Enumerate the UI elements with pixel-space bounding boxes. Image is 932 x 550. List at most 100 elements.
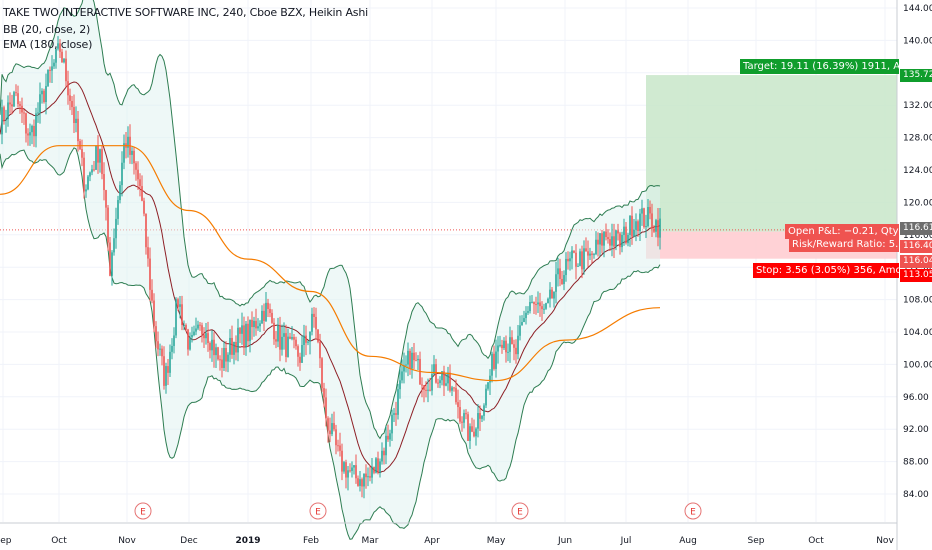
earnings-event-icon[interactable]: E: [684, 502, 702, 520]
candle-body: [399, 380, 401, 390]
candle-body: [245, 323, 247, 348]
y-tick-label: 84.00: [903, 490, 929, 500]
candle-body: [13, 92, 15, 107]
candle-body: [109, 242, 111, 276]
candle-body: [513, 344, 515, 348]
candle-body: [295, 339, 297, 347]
candle-body: [333, 423, 335, 430]
risk-reward-label[interactable]: Risk/Reward Ratio: 5.37: [789, 237, 899, 252]
candle-body: [469, 426, 471, 441]
candle-body: [21, 105, 23, 113]
candle-body: [385, 435, 387, 456]
y-tick-label: 116.00: [903, 231, 932, 241]
candle-body: [211, 339, 213, 351]
x-tick-label: Nov: [118, 536, 136, 546]
candle-body: [631, 215, 633, 237]
candle-body: [321, 358, 323, 389]
candle-body: [401, 371, 403, 381]
candle-body: [261, 310, 263, 324]
candle-body: [435, 364, 437, 383]
bb-legend[interactable]: BB (20, close, 2): [3, 23, 91, 36]
candle-body: [37, 112, 39, 114]
candle-body: [219, 359, 221, 361]
candle-body: [541, 306, 543, 310]
candle-body: [43, 90, 45, 103]
candle-body: [157, 341, 159, 350]
candle-body: [277, 324, 279, 342]
candle-body: [283, 333, 285, 337]
candle-body: [643, 208, 645, 228]
y-tick-label: 108.00: [903, 296, 932, 306]
candle-body: [355, 465, 357, 479]
candle-body: [353, 465, 355, 468]
candle-body: [465, 413, 467, 415]
candle-body: [53, 62, 55, 67]
candle-body: [267, 302, 269, 309]
bollinger-bands: [0, 0, 661, 540]
x-tick-label: Jul: [620, 536, 632, 546]
candle-body: [505, 340, 507, 353]
candle-body: [15, 92, 17, 94]
stop-label[interactable]: Stop: 3.56 (3.05%) 356, Amoun: [753, 263, 899, 278]
candle-body: [361, 479, 363, 487]
candle-body: [457, 402, 459, 408]
candle-body: [149, 258, 151, 290]
candle-body: [159, 348, 161, 350]
candle-body: [623, 226, 625, 235]
candle-body: [531, 301, 533, 303]
candle-body: [305, 335, 307, 343]
candle-body: [329, 430, 331, 435]
candle-body: [535, 304, 537, 306]
candle-body: [501, 344, 503, 349]
candle-body: [151, 289, 153, 301]
target-price-tag: 135.72: [900, 69, 932, 82]
target-label[interactable]: Target: 19.11 (16.39%) 1911, Amou: [740, 59, 899, 74]
candle-body: [659, 218, 661, 238]
y-tick-label: 132.00: [903, 101, 932, 111]
candle-body: [543, 308, 545, 310]
candle-body: [143, 200, 145, 214]
earnings-event-label: E: [315, 508, 321, 518]
x-tick-label: Oct: [808, 536, 824, 546]
candle-body: [89, 172, 91, 177]
candle-body: [59, 43, 61, 52]
earnings-event-icon[interactable]: E: [134, 502, 152, 520]
candle-body: [557, 268, 559, 275]
candle-body: [471, 426, 473, 432]
earnings-event-label: E: [140, 508, 146, 518]
candle-body: [605, 231, 607, 238]
candle-body: [231, 337, 233, 355]
candle-body: [169, 351, 171, 373]
candle-body: [137, 169, 139, 180]
candle-body: [213, 339, 215, 356]
candle-body: [503, 340, 505, 349]
candle-body: [647, 207, 649, 227]
candle-body: [77, 118, 79, 142]
earnings-event-icon[interactable]: E: [309, 502, 327, 520]
open-pnl-label[interactable]: Open P&L: −0.21, Qty: 7: [785, 224, 899, 239]
candle-body: [341, 450, 343, 472]
candle-body: [343, 462, 345, 472]
candle-body: [317, 329, 319, 342]
candle-body: [483, 405, 485, 416]
candle-body: [189, 337, 191, 350]
candle-body: [41, 90, 43, 95]
candle-body: [559, 268, 561, 279]
candle-body: [31, 125, 33, 133]
candle-body: [63, 58, 65, 63]
y-tick-label: 128.00: [903, 134, 932, 144]
candle-body: [25, 113, 27, 134]
candle-body: [247, 323, 249, 342]
ema-legend[interactable]: EMA (180, close): [3, 38, 93, 51]
candle-body: [243, 325, 245, 348]
candle-body: [645, 226, 647, 228]
candle-body: [265, 302, 267, 321]
candle-body: [251, 319, 253, 328]
candle-body: [349, 470, 351, 472]
chart-title[interactable]: TAKE TWO INTERACTIVE SOFTWARE INC, 240, …: [3, 6, 368, 19]
earnings-event-icon[interactable]: E: [511, 502, 529, 520]
candle-body: [309, 331, 311, 342]
candle-body: [51, 66, 53, 71]
